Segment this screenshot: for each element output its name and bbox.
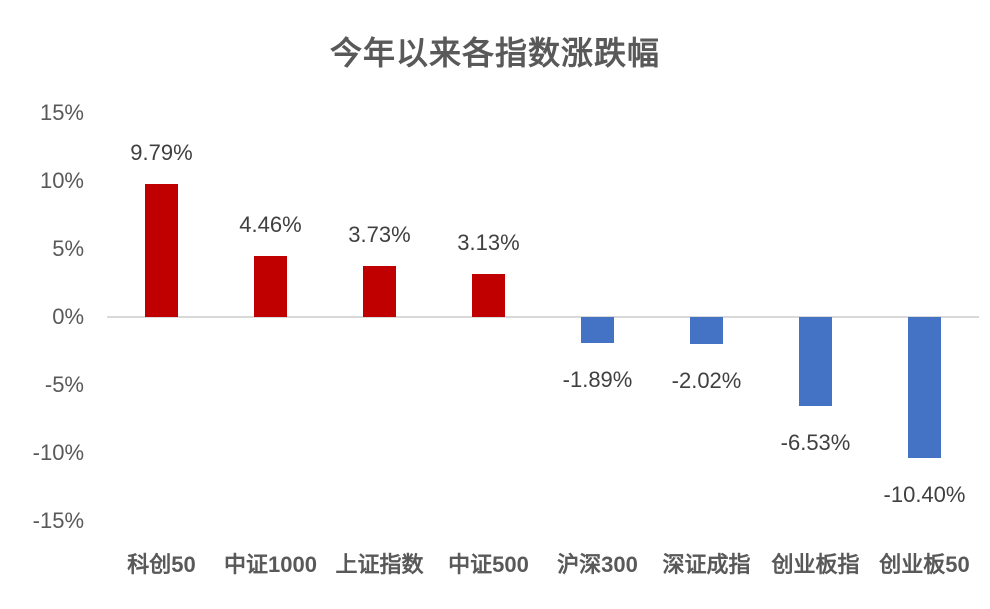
y-axis-tick-label: -10% [32, 440, 84, 465]
bar-沪深300 [581, 317, 614, 343]
bar-中证500 [472, 274, 505, 317]
x-axis-label-上证指数: 上证指数 [335, 552, 424, 577]
y-axis-tick-label: 5% [52, 236, 84, 261]
bar-中证1000 [254, 256, 287, 317]
bar-创业板指 [799, 317, 832, 406]
y-axis-tick-label: 10% [39, 168, 84, 193]
zero-axis-line [107, 316, 979, 318]
data-label-创业板指: -6.53% [780, 429, 851, 455]
data-label-上证指数: 3.73% [348, 222, 411, 248]
x-axis-label-科创50: 科创50 [127, 552, 196, 577]
data-label-中证500: 3.13% [457, 230, 520, 256]
x-axis-label-深证成指: 深证成指 [662, 552, 751, 577]
x-axis-label-中证1000: 中证1000 [224, 552, 317, 577]
x-axis-label-中证500: 中证500 [448, 552, 529, 577]
chart-title: 今年以来各指数涨跌幅 [329, 35, 660, 71]
y-axis-tick-label: 15% [39, 100, 84, 125]
bar-创业板50 [908, 317, 941, 459]
data-label-沪深300: -1.89% [562, 366, 633, 392]
data-label-科创50: 9.79% [130, 139, 193, 165]
y-axis-tick-label: -15% [32, 508, 84, 533]
data-label-中证1000: 4.46% [239, 212, 302, 238]
bar-科创50 [145, 183, 178, 317]
y-axis-tick-label: -5% [44, 372, 84, 397]
y-axis-tick-label: 0% [52, 304, 84, 329]
bar-上证指数 [363, 266, 396, 317]
x-axis-label-创业板50: 创业板50 [879, 552, 970, 577]
data-label-创业板50: -10.40% [883, 482, 966, 508]
data-label-深证成指: -2.02% [671, 368, 742, 394]
x-axis-label-沪深300: 沪深300 [557, 552, 638, 577]
bar-深证成指 [690, 317, 723, 345]
x-axis-label-创业板指: 创业板指 [771, 552, 860, 577]
